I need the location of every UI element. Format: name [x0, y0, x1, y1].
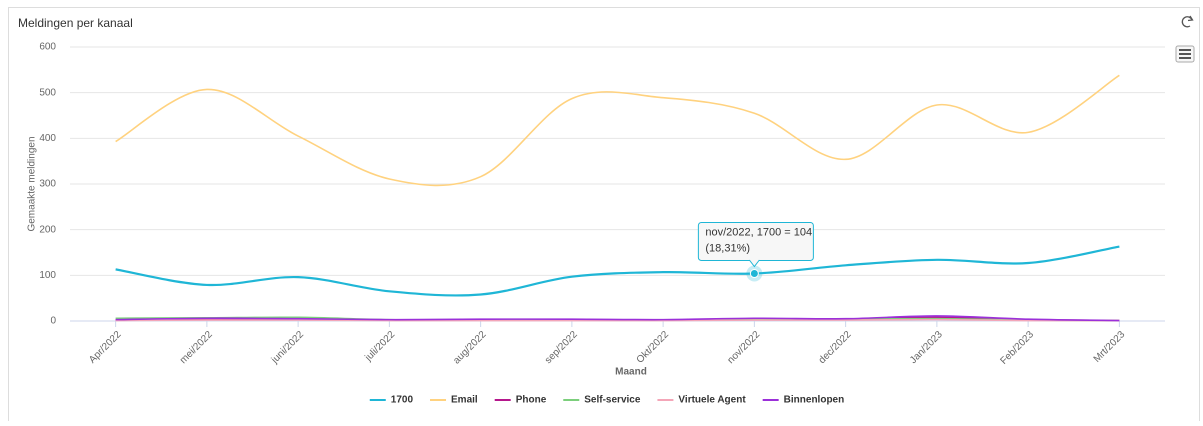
- y-tick-label: 300: [39, 179, 56, 190]
- legend-label: 1700: [391, 395, 414, 406]
- legend-item[interactable]: Virtuele Agent: [657, 395, 746, 406]
- series-line: [115, 318, 1120, 322]
- y-tick-label: 0: [50, 316, 56, 327]
- legend-label: Self-service: [584, 395, 641, 406]
- legend-label: Phone: [516, 395, 547, 406]
- legend: 1700 Email Phone Self-service Virtuele Agent…: [369, 395, 845, 406]
- tooltip-text: (18,31%): [705, 242, 750, 254]
- legend-item[interactable]: Email: [430, 395, 478, 406]
- series-line: [115, 315, 1120, 322]
- tooltip-arrow: [748, 259, 760, 268]
- chart-title: Meldingen per kanaal: [18, 16, 133, 30]
- y-tick-label: 600: [39, 42, 56, 53]
- y-tick-label: 200: [39, 224, 56, 235]
- tooltip-text: nov/2022, 1700 = 104: [705, 226, 812, 238]
- legend-label: Virtuele Agent: [678, 395, 746, 406]
- legend-label: Email: [451, 395, 478, 406]
- legend-item[interactable]: Phone: [494, 395, 547, 406]
- legend-item[interactable]: 1700: [369, 395, 414, 406]
- tooltip: nov/2022, 1700 = 104 (18,31%): [697, 222, 814, 268]
- hover-point: [749, 269, 759, 279]
- refresh-icon[interactable]: [1181, 15, 1194, 28]
- y-tick-label: 500: [39, 87, 56, 98]
- menu-button[interactable]: [1175, 45, 1195, 63]
- y-tick-label: 400: [39, 133, 56, 144]
- y-axis-label: Gemaakte meldingen: [27, 136, 38, 231]
- series-line: [115, 74, 1120, 187]
- panel: [8, 7, 1200, 426]
- legend-label: Binnenlopen: [784, 395, 845, 406]
- series-line: [115, 245, 1120, 297]
- y-tick-label: 100: [39, 270, 56, 281]
- legend-item[interactable]: Binnenlopen: [762, 395, 845, 406]
- x-axis-label: Maand: [615, 367, 647, 378]
- legend-item[interactable]: Self-service: [563, 395, 641, 406]
